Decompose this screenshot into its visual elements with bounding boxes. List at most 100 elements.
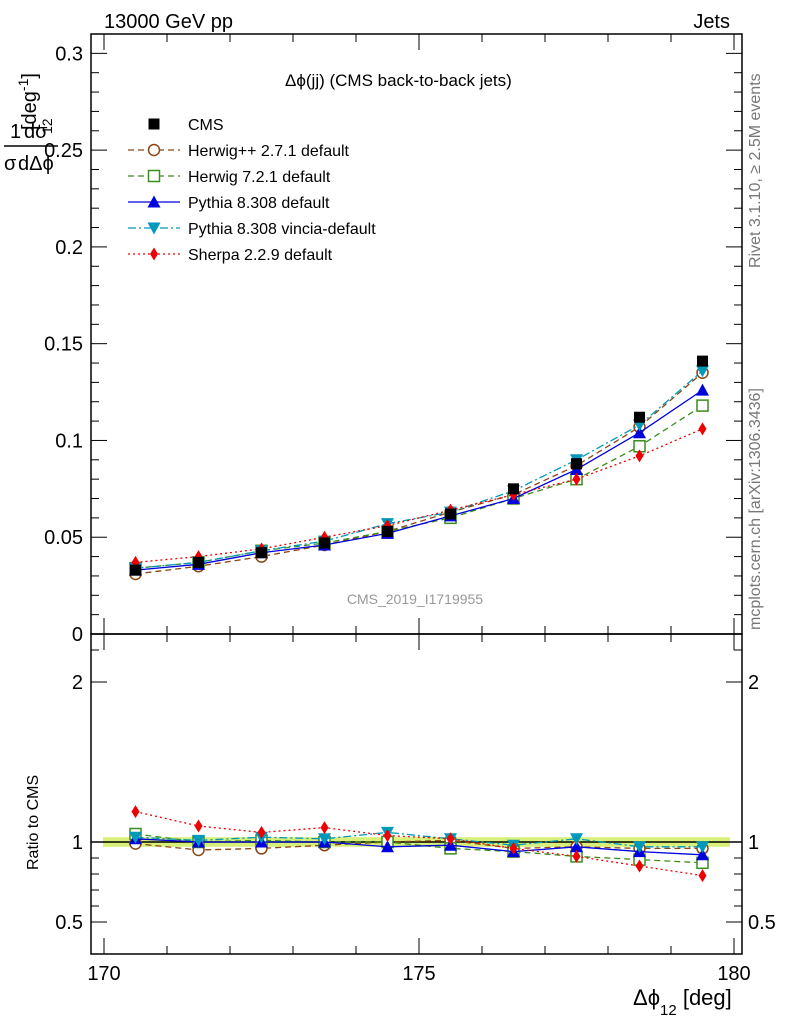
mcplots-source-label: mcplots.cern.ch [arXiv:1306.3436]: [747, 388, 764, 630]
main-y-tick-label: 0.05: [44, 527, 83, 549]
legend-marker: [150, 247, 158, 261]
ylabel-unit-close: ]: [19, 73, 41, 79]
ratio-point-sherpa-2-2-9-default: [320, 821, 329, 835]
ratio-point-sherpa-2-2-9-default: [446, 832, 455, 846]
ratio-point-sherpa-2-2-9-default: [257, 825, 266, 839]
ratio-point-pythia-8-308-vincia-default: [192, 834, 205, 847]
point-cms: [508, 483, 519, 495]
analysis-id-label: CMS_2019_I1719955: [347, 591, 483, 607]
point-cms: [571, 458, 582, 470]
ylabel-den-sub: 12: [39, 118, 55, 134]
legend-label: Pythia 8.308 default: [188, 195, 330, 212]
point-sherpa-2-2-9-default: [572, 472, 581, 486]
series-line-pythia-8-308-default: [135, 389, 703, 571]
point-cms: [256, 547, 267, 559]
ratio-panel-frame: [90, 633, 743, 955]
main-y-axis-label: 1 dσ σ dΔϕ [deg-1] 12: [4, 73, 58, 175]
ratio-point-sherpa-2-2-9-default: [131, 805, 140, 819]
legend-item-sherpa-2-2-9-default: Sherpa 2.2.9 default: [128, 247, 333, 264]
point-pythia-8-308-default: [696, 383, 709, 396]
ylabel-num-rest: dσ: [24, 121, 48, 143]
point-cms: [319, 537, 330, 549]
ylabel-unit-sup: -1: [15, 78, 31, 91]
point-pythia-8-308-vincia-default: [696, 365, 709, 378]
point-cms: [697, 355, 708, 367]
ratio-point-sherpa-2-2-9-default: [635, 859, 644, 873]
ratio-point-sherpa-2-2-9-default: [383, 829, 392, 843]
ratio-y-tick-label: 0.5: [55, 912, 83, 934]
legend-marker: [147, 143, 161, 157]
point-pythia-8-308-default: [633, 426, 646, 439]
ratio-point-pythia-8-308-default: [381, 840, 394, 853]
legend-marker: [148, 118, 160, 130]
ratio-point-sherpa-2-2-9-default: [194, 819, 203, 833]
series-line-sherpa-2-2-9-default: [135, 428, 703, 564]
ratio-point-pythia-8-308-default: [570, 840, 583, 853]
ratio-line-herwig-2-7-1-default: [135, 839, 703, 851]
main-y-tick-label: 0.25: [44, 140, 83, 162]
legend-item-pythia-8-308-default: Pythia 8.308 default: [128, 195, 330, 212]
xlabel-unit: [deg]: [677, 985, 732, 1010]
beam-label: 13000 GeV pp: [104, 11, 233, 33]
xlabel-sub: 12: [660, 1002, 677, 1019]
ylabel-unit: [deg-1]: [15, 73, 41, 130]
ratio-point-pythia-8-308-vincia-default: [570, 833, 583, 846]
main-y-tick-label: 0.15: [44, 334, 83, 356]
legend-label: Sherpa 2.2.9 default: [188, 247, 333, 264]
series-line-herwig-7-2-1-default: [135, 405, 703, 569]
plot-title-rest: (jj) (CMS back-to-back jets): [306, 71, 512, 90]
ratio-point-pythia-8-308-vincia-default: [696, 841, 709, 854]
ratio-point-sherpa-2-2-9-default: [698, 869, 707, 883]
point-sherpa-2-2-9-default: [635, 449, 644, 463]
ratio-line-sherpa-2-2-9-default: [135, 810, 703, 877]
ratio-y-tick-label: 1: [72, 832, 83, 854]
x-tick-label: 170: [87, 963, 120, 985]
ratio-line-pythia-8-308-default: [135, 838, 703, 856]
main-y-tick-label: 0.2: [55, 237, 83, 259]
ratio-y-tick-label-right: 1: [748, 832, 759, 854]
point-sherpa-2-2-9-default: [698, 422, 707, 436]
ratio-y-tick-label-right: 0.5: [748, 912, 776, 934]
ratio-point-pythia-8-308-vincia-default: [129, 831, 142, 844]
legend-marker: [147, 222, 161, 235]
ratio-axis-ticks: 0.5 0.5 1 1 2 2 170 175 180: [55, 634, 776, 985]
legend-label: Herwig 7.2.1 default: [188, 169, 331, 186]
point-cms: [445, 508, 456, 520]
plot-title-phi: Δϕ: [285, 71, 306, 90]
ratio-line-pythia-8-308-vincia-default: [135, 831, 703, 848]
ratio-y-tick-label: 2: [72, 672, 83, 694]
ylabel-den-rest: dΔϕ: [18, 153, 54, 175]
x-axis-label: Δϕ12 [deg]: [633, 985, 732, 1019]
x-tick-label: 180: [717, 963, 750, 985]
ylabel-num: 1: [10, 121, 21, 143]
main-series-layer: [129, 355, 709, 581]
ratio-point-pythia-8-308-default: [696, 848, 709, 861]
legend: CMS Herwig++ 2.7.1 default Herwig 7.2.1 de…: [128, 117, 376, 264]
legend-marker: [147, 169, 161, 183]
ratio-point-sherpa-2-2-9-default: [572, 849, 581, 863]
point-cms: [130, 564, 141, 576]
point-herwig-7-2-1-default: [696, 399, 709, 412]
legend-item-herwig-2-7-1-default: Herwig++ 2.7.1 default: [128, 143, 350, 160]
ratio-point-pythia-8-308-vincia-default: [318, 833, 331, 846]
process-label: Jets: [693, 11, 730, 33]
legend-label: CMS: [188, 117, 224, 134]
ratio-y-tick-label-right: 2: [748, 672, 759, 694]
plot-title: Δϕ(jj) (CMS back-to-back jets): [285, 71, 512, 90]
ratio-point-pythia-8-308-vincia-default: [633, 841, 646, 854]
ratio-point-sherpa-2-2-9-default: [509, 841, 518, 855]
legend-item-pythia-8-308-vincia-default: Pythia 8.308 vincia-default: [128, 221, 376, 238]
ylabel-unit-open: [deg: [19, 91, 41, 130]
main-y-tick-label: 0.1: [55, 430, 83, 452]
main-y-tick-label: 0: [72, 624, 83, 646]
legend-item-cms: CMS: [148, 117, 224, 134]
series-line-pythia-8-308-vincia-default: [135, 370, 703, 569]
main-y-tick-label: 0.3: [55, 43, 83, 65]
x-tick-label: 175: [402, 963, 435, 985]
ratio-series-layer: [129, 805, 709, 883]
ylabel-den: σ: [4, 153, 17, 175]
legend-label: Pythia 8.308 vincia-default: [188, 221, 376, 238]
legend-label: Herwig++ 2.7.1 default: [188, 143, 350, 160]
ratio-line-herwig-7-2-1-default: [135, 833, 703, 864]
